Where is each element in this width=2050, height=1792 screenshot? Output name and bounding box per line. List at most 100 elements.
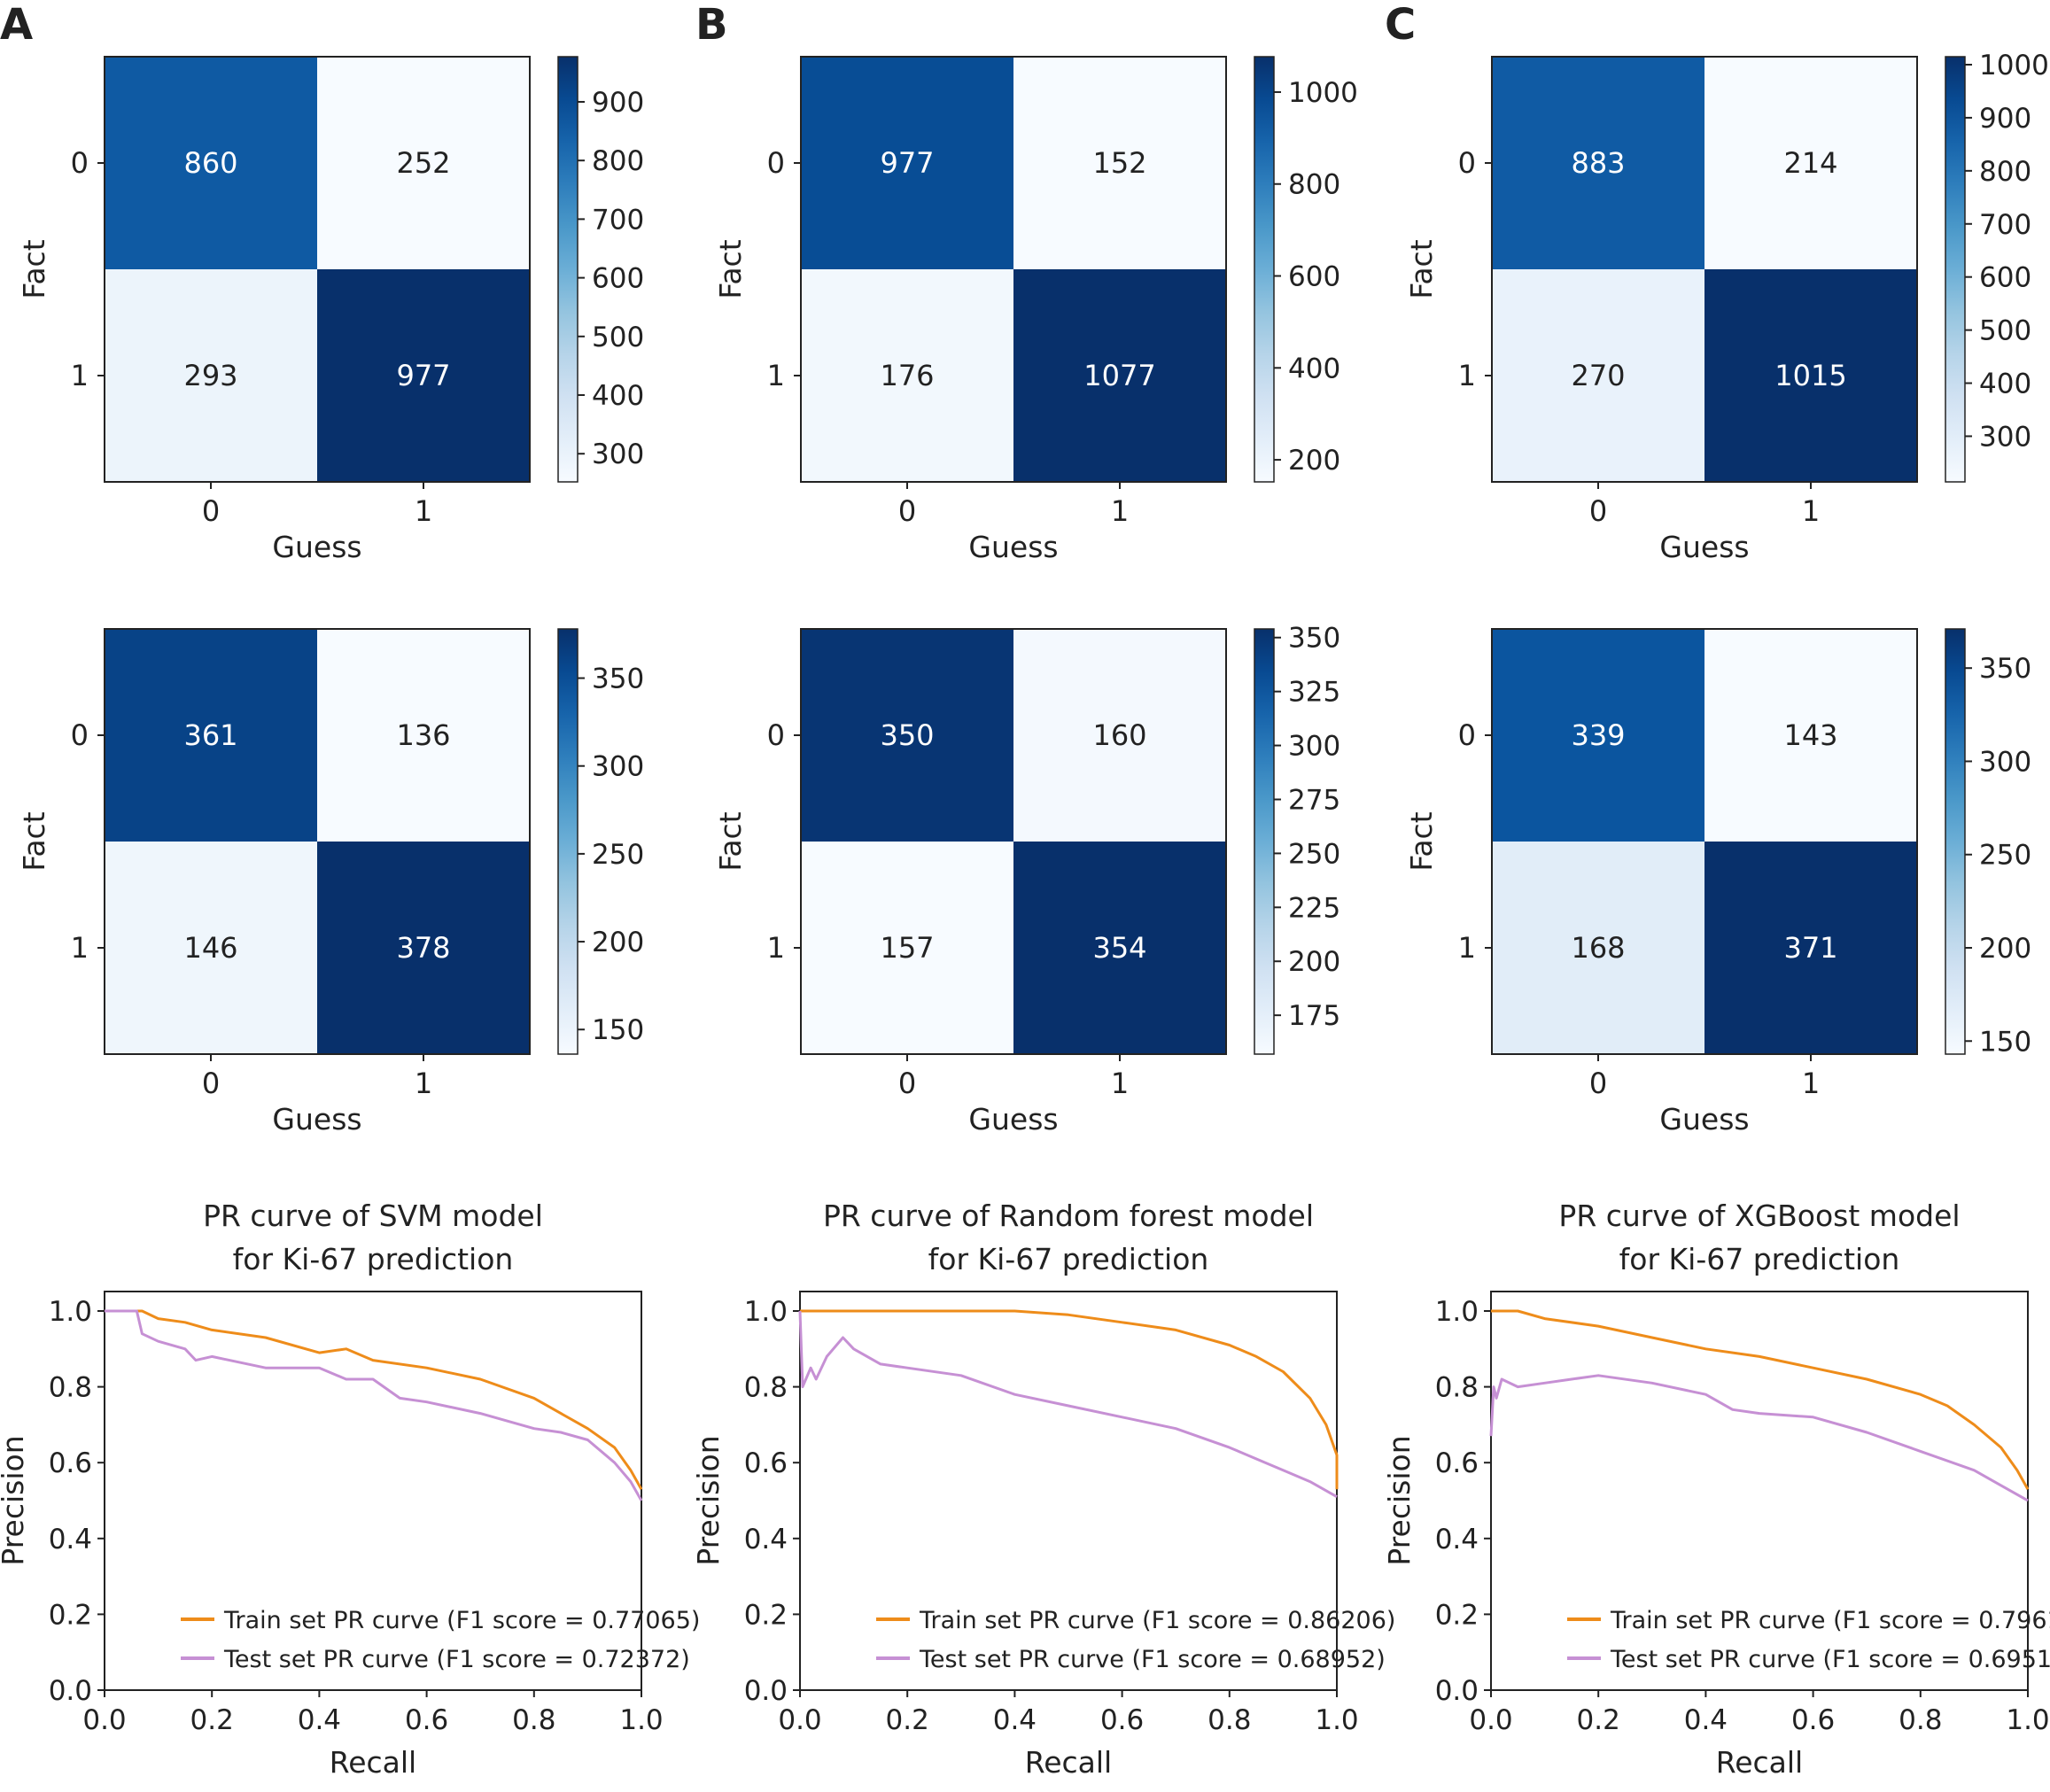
colorbar-tick-label: 200 xyxy=(1288,946,1340,978)
colorbar-tick-label: 350 xyxy=(1288,623,1340,655)
cell-value: 350 xyxy=(880,718,934,752)
x-tick-label: 1 xyxy=(415,494,432,528)
cell-value: 152 xyxy=(1092,146,1146,180)
y-axis-label: Precision xyxy=(1382,1435,1417,1565)
cell-value: 354 xyxy=(1092,931,1146,965)
matrix-frame xyxy=(104,56,531,483)
chart-title: for Ki-67 prediction xyxy=(928,1242,1209,1276)
y-tick-label: 0.0 xyxy=(1435,1675,1479,1707)
cell-value: 1015 xyxy=(1774,359,1846,392)
cell-value: 136 xyxy=(396,718,450,752)
colorbar-tick-label: 150 xyxy=(1979,1026,2031,1058)
y-tick-label: 1 xyxy=(1458,931,1476,965)
x-tick-label: 0 xyxy=(898,1067,916,1100)
cell-value: 977 xyxy=(396,359,450,392)
colorbar xyxy=(557,628,579,1055)
x-tick-label: 1 xyxy=(1802,1067,1820,1100)
matrix-cell xyxy=(1013,842,1226,1054)
colorbar-tick-label: 700 xyxy=(1979,209,2031,241)
legend-label: Train set PR curve (F1 score = 0.77065) xyxy=(223,1607,700,1634)
colorbar-tick-label: 1000 xyxy=(1979,50,2049,81)
x-tick-label: 0.4 xyxy=(1684,1704,1728,1736)
train-pr-line xyxy=(105,1309,643,1490)
y-tick-label: 0.8 xyxy=(49,1372,92,1404)
legend-label: Test set PR curve (F1 score = 0.68952) xyxy=(919,1646,1386,1673)
test-pr-line xyxy=(798,1310,1338,1499)
y-tick-label: 0.2 xyxy=(1435,1599,1479,1631)
colorbar-tick-label: 250 xyxy=(592,839,644,871)
panel-label-c: C xyxy=(1385,0,1416,50)
plot-frame xyxy=(1490,1291,2029,1691)
colorbar-tick-label: 350 xyxy=(592,663,644,695)
colorbar-tick-label: 250 xyxy=(1979,840,2031,872)
matrix-frame xyxy=(104,628,531,1055)
pr-curve-b-bottom: PR curve of Random forest model for Ki-67… xyxy=(691,1199,1395,1780)
cell-value: 176 xyxy=(880,359,934,392)
matrix-cell xyxy=(317,57,530,269)
colorbar-tick-label: 800 xyxy=(1979,156,2031,188)
x-tick-label: 0.6 xyxy=(1791,1704,1835,1736)
cell-value: 160 xyxy=(1092,718,1146,752)
y-tick-label: 1 xyxy=(71,931,89,965)
x-tick-label: 0 xyxy=(202,494,220,528)
matrix-frame xyxy=(1491,628,1918,1055)
train-pr-line xyxy=(800,1309,1339,1490)
matrix-cell xyxy=(317,269,530,482)
plot-frame xyxy=(104,1291,642,1691)
cell-value: 977 xyxy=(880,146,934,180)
y-tick-label: 0 xyxy=(1458,146,1476,180)
confusion-matrix-a-middle: 361 136 146 378 0 1 0 1 Guess Fact 150 200 250 300 350 xyxy=(17,628,644,1136)
colorbar-tick-label: 175 xyxy=(1288,1000,1340,1032)
colorbar xyxy=(557,56,579,483)
x-tick-label: 1 xyxy=(1802,494,1820,528)
x-axis-label: Recall xyxy=(1025,1745,1112,1780)
matrix-cell xyxy=(1704,57,1917,269)
chart-title: for Ki-67 prediction xyxy=(233,1242,514,1276)
matrix-cell xyxy=(105,842,317,1054)
y-axis-label: Fact xyxy=(17,811,51,871)
cell-value: 293 xyxy=(183,359,237,392)
confusion-matrix-c-top: 883 214 270 1015 0 1 0 1 Guess Fact 300 400 500 600 70… xyxy=(1404,50,2049,564)
x-tick-label: 0.8 xyxy=(512,1704,555,1736)
colorbar-tick-label: 400 xyxy=(592,380,644,412)
legend-label: Test set PR curve (F1 score = 0.69510) xyxy=(1610,1646,2050,1673)
colorbar-tick-label: 400 xyxy=(1979,368,2031,400)
matrix-frame xyxy=(800,56,1227,483)
confusion-matrix-c-middle: 339 143 168 371 0 1 0 1 Guess Fact 150 200 250 300 350 xyxy=(1404,628,2031,1136)
matrix-cell xyxy=(105,57,317,269)
cell-value: 1077 xyxy=(1083,359,1155,392)
matrix-cell xyxy=(1704,269,1917,482)
test-pr-line xyxy=(1489,1374,2029,1502)
colorbar-tick-label: 900 xyxy=(592,87,644,119)
cell-value: 371 xyxy=(1783,931,1837,965)
y-axis-label: Fact xyxy=(17,239,51,299)
cell-value: 378 xyxy=(396,931,450,965)
colorbar xyxy=(1945,56,1966,483)
colorbar-tick-label: 350 xyxy=(1979,653,2031,685)
chart-title: for Ki-67 prediction xyxy=(1619,1242,1900,1276)
y-tick-label: 0 xyxy=(71,718,89,752)
colorbar-tick-label: 200 xyxy=(1979,933,2031,965)
x-axis-label: Recall xyxy=(1716,1745,1803,1780)
x-tick-label: 0 xyxy=(898,494,916,528)
confusion-matrix-a-top: 860 252 293 977 0 1 0 1 Guess Fact 300 400 500 600 700… xyxy=(17,56,644,564)
y-tick-label: 1 xyxy=(767,931,785,965)
colorbar-tick-label: 275 xyxy=(1288,784,1340,816)
cell-value: 146 xyxy=(183,931,237,965)
x-tick-label: 0.4 xyxy=(993,1704,1037,1736)
y-tick-label: 0.2 xyxy=(744,1599,788,1631)
x-axis-label: Guess xyxy=(968,1102,1058,1136)
matrix-cell xyxy=(105,629,317,842)
y-tick-label: 0.8 xyxy=(744,1372,788,1404)
matrix-cell xyxy=(1013,269,1226,482)
y-tick-label: 1 xyxy=(71,359,89,392)
y-tick-label: 0.0 xyxy=(49,1675,92,1707)
x-tick-label: 0.0 xyxy=(1469,1704,1512,1736)
colorbar-tick-label: 1000 xyxy=(1288,77,1358,109)
x-tick-label: 0 xyxy=(1589,494,1607,528)
matrix-cell xyxy=(1704,629,1917,842)
cell-value: 168 xyxy=(1571,931,1625,965)
x-tick-label: 1 xyxy=(1111,1067,1129,1100)
x-tick-label: 0.8 xyxy=(1899,1704,1942,1736)
colorbar-tick-label: 325 xyxy=(1288,677,1340,709)
